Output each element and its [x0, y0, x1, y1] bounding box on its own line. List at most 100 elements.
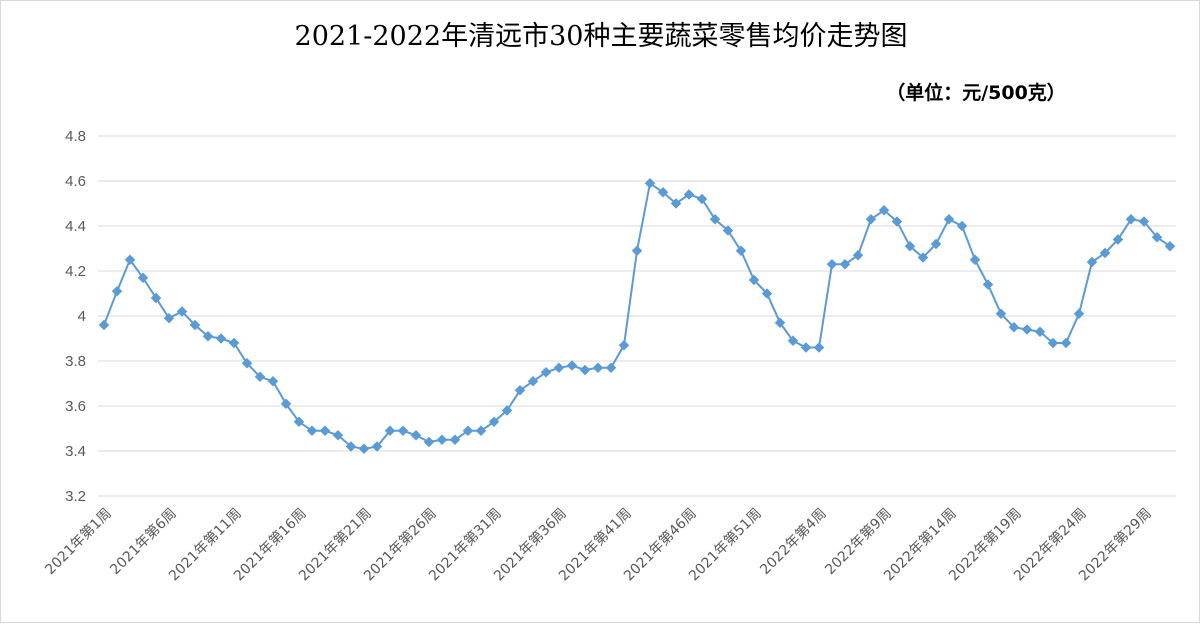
data-point	[1021, 324, 1033, 335]
data-point	[163, 312, 175, 324]
data-point	[670, 198, 682, 209]
data-point	[644, 177, 656, 189]
data-point	[306, 425, 318, 437]
data-point	[176, 306, 188, 317]
data-point	[761, 288, 773, 299]
data-point	[410, 429, 422, 441]
data-point	[462, 425, 474, 437]
data-point	[202, 330, 214, 342]
x-axis-ticks: 2021年第1周2021年第6周2021年第11周2021年第16周2021年第…	[42, 505, 1155, 585]
data-point	[228, 337, 240, 349]
data-point	[839, 258, 851, 270]
data-point	[696, 193, 708, 205]
data-point	[1008, 321, 1020, 333]
data-point	[397, 425, 409, 437]
data-point	[111, 285, 123, 297]
data-point	[1112, 234, 1124, 245]
data-point	[852, 249, 864, 261]
x-tick-label: 2022年第9周	[822, 505, 895, 578]
data-point	[1099, 247, 1111, 259]
data-point	[1164, 240, 1176, 252]
data-point	[1034, 326, 1046, 338]
data-point	[566, 360, 578, 371]
y-tick-label: 4.4	[65, 218, 86, 235]
data-point	[449, 434, 461, 446]
data-point	[865, 213, 877, 225]
data-point	[1047, 337, 1059, 349]
data-point	[1073, 308, 1085, 320]
series-layer	[98, 177, 1176, 455]
y-tick-label: 3.8	[65, 353, 86, 370]
data-point	[787, 335, 799, 347]
data-point	[995, 308, 1007, 320]
data-point	[280, 398, 292, 410]
data-point	[540, 366, 552, 378]
data-point	[930, 238, 942, 250]
data-point	[514, 384, 526, 396]
data-point	[735, 245, 747, 257]
chart-title: 2021-2022年清远市30种主要蔬菜零售均价走势图	[295, 21, 908, 52]
y-tick-label: 4.6	[65, 173, 86, 190]
data-point	[969, 254, 981, 266]
data-point	[501, 405, 513, 416]
data-point	[618, 339, 630, 351]
x-tick-label: 2021年第6周	[107, 505, 180, 578]
data-point	[683, 189, 695, 200]
y-tick-label: 4.2	[65, 263, 86, 280]
data-point	[800, 342, 812, 353]
data-point	[150, 292, 162, 304]
y-axis-ticks: 3.2 3.4 3.6 3.8 4 4.2 4.4 4.6 4.8	[65, 128, 86, 505]
data-point	[813, 342, 825, 353]
data-point	[475, 425, 487, 437]
data-point	[124, 254, 136, 266]
x-tick-label: 2022年第4周	[757, 505, 830, 578]
data-point	[748, 274, 760, 286]
data-point	[904, 240, 916, 252]
data-point	[371, 441, 383, 452]
data-point	[774, 317, 786, 329]
data-point	[956, 220, 968, 232]
data-point	[1151, 231, 1163, 243]
data-point	[137, 272, 149, 284]
data-point	[98, 319, 110, 331]
data-point	[358, 443, 370, 455]
data-point	[436, 434, 448, 446]
data-point	[631, 245, 643, 257]
data-point	[267, 375, 279, 387]
data-point	[241, 357, 253, 369]
data-point	[1138, 216, 1150, 227]
data-point	[605, 362, 617, 374]
gridlines	[98, 135, 1176, 497]
data-point	[293, 416, 305, 428]
data-point	[709, 213, 721, 225]
data-point	[826, 258, 838, 270]
data-point	[553, 362, 565, 374]
unit-label: （单位：元/500克）	[886, 81, 1066, 104]
data-point	[254, 371, 266, 383]
data-point	[345, 441, 357, 452]
data-point	[579, 364, 591, 376]
y-tick-label: 3.6	[65, 398, 86, 415]
data-point	[657, 186, 669, 198]
data-point	[527, 375, 539, 387]
y-tick-label: 4	[78, 308, 86, 325]
data-point	[722, 225, 734, 236]
data-point	[215, 333, 227, 344]
data-point	[891, 216, 903, 227]
data-point	[592, 362, 604, 374]
data-point	[488, 416, 500, 428]
data-point	[384, 425, 396, 437]
data-point	[423, 436, 435, 448]
y-tick-label: 3.2	[65, 488, 86, 505]
x-tick-label: 2021年第1周	[42, 505, 115, 578]
data-point	[1086, 256, 1098, 268]
data-point	[878, 204, 890, 216]
y-tick-label: 4.8	[65, 128, 86, 145]
data-point	[917, 252, 929, 263]
data-point	[1060, 337, 1072, 349]
data-point	[319, 425, 331, 437]
data-point	[332, 429, 344, 441]
y-tick-label: 3.4	[65, 443, 86, 460]
data-point	[189, 319, 201, 331]
